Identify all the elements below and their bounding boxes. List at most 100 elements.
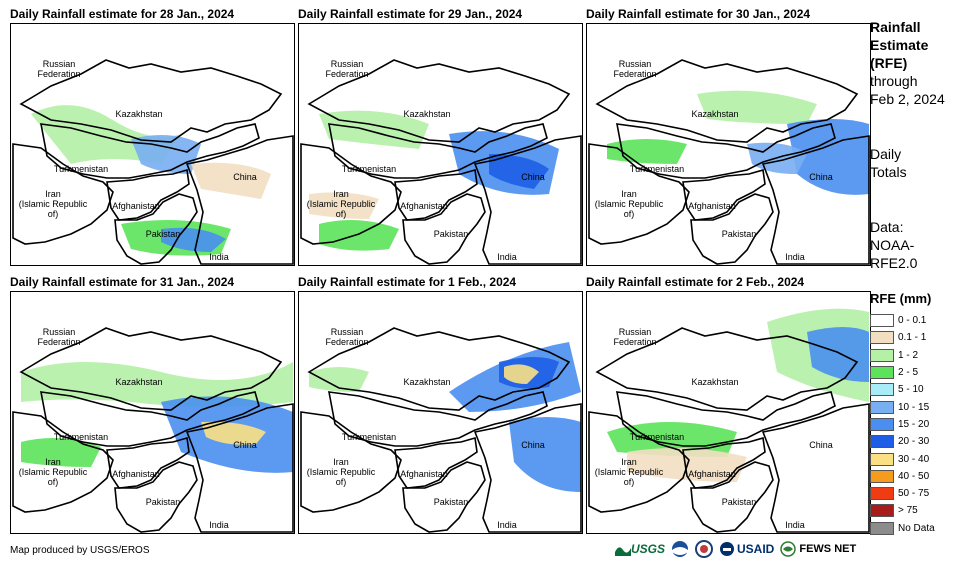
country-label-turkmenistan: Turkmenistan xyxy=(53,432,109,442)
rainfall-area xyxy=(787,119,869,195)
side-daily1: Daily xyxy=(870,146,902,162)
country-border xyxy=(595,59,859,143)
rainfall-area xyxy=(309,192,379,219)
country-label-china: China xyxy=(233,172,257,182)
country-border xyxy=(300,411,402,513)
rainfall-map-panel: Daily Rainfall estimate for 31 Jan., 202… xyxy=(10,275,295,534)
usgs-logo: USGS xyxy=(615,542,665,556)
legend-swatch xyxy=(870,435,894,449)
seal-icon xyxy=(695,540,714,558)
legend-item: 10 - 15 xyxy=(870,398,935,415)
legend-label: 2 - 5 xyxy=(898,367,919,379)
country-label-turkmenistan: Turkmenistan xyxy=(53,164,109,174)
legend-swatch xyxy=(870,314,894,328)
legend-swatch xyxy=(870,366,894,380)
country-border xyxy=(473,135,582,265)
country-label-iran: Iran (Islamic Republic of) xyxy=(306,457,376,487)
panel-title: Daily Rainfall estimate for 29 Jan., 202… xyxy=(298,7,523,21)
country-label-kazakhstan: Kazakhstan xyxy=(403,377,451,387)
legend-label: 20 - 30 xyxy=(898,436,930,448)
legend-item: 40 - 50 xyxy=(870,468,935,485)
country-border xyxy=(114,193,198,265)
country-border xyxy=(690,193,774,265)
legend-item: 20 - 30 xyxy=(870,433,935,450)
legend-item: 2 - 5 xyxy=(870,364,935,381)
legend-label: 5 - 10 xyxy=(898,384,924,396)
side-line2: Estimate xyxy=(870,37,929,53)
legend-label: > 75 xyxy=(898,505,918,517)
rainfall-map: Russian Federation Kazakhstan Turkmenistan… xyxy=(586,291,871,534)
country-label-india: India xyxy=(497,252,517,262)
legend-swatch xyxy=(870,383,894,397)
rainfall-area xyxy=(191,162,271,199)
legend-item: 30 - 40 xyxy=(870,450,935,467)
country-border xyxy=(40,123,260,179)
rainfall-area xyxy=(201,421,266,445)
country-label-russia: Russian Federation xyxy=(325,327,369,347)
country-label-russia: Russian Federation xyxy=(37,327,81,347)
rainfall-map-panel: Daily Rainfall estimate for 1 Feb., 2024… xyxy=(298,275,583,534)
panel-title: Daily Rainfall estimate for 1 Feb., 2024 xyxy=(298,275,517,289)
country-label-turkmenistan: Turkmenistan xyxy=(341,432,397,442)
country-label-china: China xyxy=(809,440,833,450)
side-line5: Feb 2, 2024 xyxy=(870,91,945,107)
map-graphic xyxy=(300,59,582,265)
country-label-afghanistan: Afghanistan xyxy=(112,469,160,479)
rfe-heading: Rainfall Estimate (RFE) through Feb 2, 2… xyxy=(870,18,945,108)
rainfall-area xyxy=(489,154,549,189)
rainfall-area xyxy=(807,327,869,382)
country-border xyxy=(588,411,690,513)
country-border xyxy=(588,143,690,245)
country-border xyxy=(328,391,548,447)
legend-label: 40 - 50 xyxy=(898,470,930,482)
usgs-wave-icon xyxy=(615,547,631,556)
country-label-kazakhstan: Kazakhstan xyxy=(691,109,739,119)
country-label-india: India xyxy=(497,520,517,530)
rainfall-area xyxy=(697,90,817,124)
country-label-russia: Russian Federation xyxy=(613,327,657,347)
country-border xyxy=(616,123,836,179)
legend-title: RFE (mm) xyxy=(870,291,932,306)
country-label-turkmenistan: Turkmenistan xyxy=(629,432,685,442)
country-border xyxy=(402,193,486,265)
country-border xyxy=(12,411,114,513)
rainfall-map: Russian Federation Kazakhstan Turkmenistan… xyxy=(10,291,295,534)
country-label-india: India xyxy=(785,252,805,262)
country-border xyxy=(761,403,870,533)
legend-label: 30 - 40 xyxy=(898,453,930,465)
legend-label: 0 - 0.1 xyxy=(898,315,927,327)
country-label-russia: Russian Federation xyxy=(613,59,657,79)
country-label-pakistan: Pakistan xyxy=(721,497,757,507)
country-label-india: India xyxy=(209,520,229,530)
country-label-afghanistan: Afghanistan xyxy=(112,201,160,211)
country-border xyxy=(19,327,283,411)
panel-title: Daily Rainfall estimate for 31 Jan., 202… xyxy=(10,275,235,289)
rainfall-area xyxy=(607,139,687,164)
country-label-china: China xyxy=(521,440,545,450)
panel-title: Daily Rainfall estimate for 28 Jan., 202… xyxy=(10,7,235,21)
fewsnet-logo: FEWS NET xyxy=(780,541,856,557)
usaid-logo: USAID xyxy=(719,541,774,557)
side-data3: RFE2.0 xyxy=(870,255,918,271)
side-line1: Rainfall xyxy=(870,19,921,35)
legend-item: 50 - 75 xyxy=(870,485,935,502)
country-label-pakistan: Pakistan xyxy=(433,229,469,239)
country-label-afghanistan: Afghanistan xyxy=(688,201,736,211)
legend-label: No Data xyxy=(898,522,935,534)
rainfall-area xyxy=(21,362,293,407)
legend-label: 50 - 75 xyxy=(898,488,930,500)
country-label-iran: Iran (Islamic Republic of) xyxy=(18,189,88,219)
legend-label: 10 - 15 xyxy=(898,401,930,413)
country-border xyxy=(761,135,870,265)
country-label-pakistan: Pakistan xyxy=(433,497,469,507)
country-border xyxy=(300,143,402,245)
legend-swatch xyxy=(870,504,894,518)
country-border xyxy=(185,403,294,533)
country-border xyxy=(690,461,774,533)
daily-totals: Daily Totals xyxy=(870,145,907,181)
legend-swatch xyxy=(870,417,894,431)
usaid-seal-icon xyxy=(720,542,735,556)
rainfall-map-panel: Daily Rainfall estimate for 28 Jan., 202… xyxy=(10,7,295,266)
rainfall-area xyxy=(161,227,226,252)
legend-item: No Data xyxy=(870,520,935,537)
